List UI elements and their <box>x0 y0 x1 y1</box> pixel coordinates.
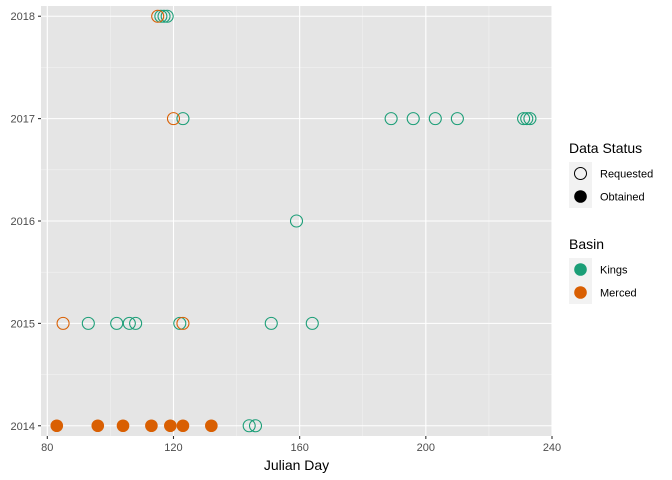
kings-requested-point <box>129 316 143 330</box>
kings-requested-point <box>110 316 124 330</box>
kings-requested-point <box>523 112 537 126</box>
kings-requested-point <box>384 112 398 126</box>
legend-label-merced: Merced <box>600 288 637 300</box>
merced-obtained-point <box>145 419 158 433</box>
kings-requested-point <box>242 419 256 433</box>
y-tick-label: 2015 <box>11 318 35 330</box>
kings-requested-point <box>289 214 304 228</box>
y-tick-label: 2016 <box>11 216 35 228</box>
x-axis-title: Julian Day <box>264 457 329 473</box>
merced-requested-point <box>166 112 181 126</box>
kings-requested-point <box>122 316 136 330</box>
kings-requested-point <box>81 316 95 330</box>
legend-title-data-status: Data Status <box>569 140 642 156</box>
grid-lines <box>41 6 553 436</box>
x-tick-label: 120 <box>164 442 182 454</box>
legend-label-obtained: Obtained <box>600 192 645 204</box>
kings-requested-point <box>520 112 534 126</box>
kings-requested-point <box>248 419 263 433</box>
kings-requested-point <box>517 112 531 126</box>
legend-title-basin: Basin <box>569 236 604 252</box>
merced-requested-point <box>176 316 190 330</box>
y-tick-label: 2018 <box>11 11 35 23</box>
y-axis: 2014 2015 2016 2017 2018 <box>11 11 41 433</box>
merced-requested-point <box>56 316 70 330</box>
merced-obtained-point <box>50 419 64 433</box>
kings-requested-point <box>305 316 319 330</box>
kings-requested-point <box>160 9 174 23</box>
x-tick-label: 200 <box>417 442 435 454</box>
y-tick-label: 2014 <box>11 421 35 433</box>
merced-obtained-point <box>91 419 105 433</box>
legend-basin: Basin Kings Merced <box>569 236 637 304</box>
legend-symbol-requested <box>574 167 587 180</box>
kings-requested-point <box>176 112 190 126</box>
x-axis: 80 120 160 200 240 <box>41 436 561 454</box>
legend-data-status: Data Status Requested Obtained <box>569 140 653 208</box>
merced-obtained-point <box>205 419 218 433</box>
kings-requested-point <box>157 9 171 23</box>
merced-obtained-point <box>176 419 190 433</box>
legend-symbol-merced <box>574 286 587 299</box>
kings-requested-point <box>154 9 168 23</box>
kings-requested-point <box>406 112 420 126</box>
legend-key-requested <box>569 162 592 185</box>
merced-obtained-point <box>116 419 130 433</box>
y-tick-label: 2017 <box>11 114 35 126</box>
kings-requested-point <box>450 112 464 126</box>
x-tick-label: 80 <box>41 442 53 454</box>
merced-requested-point <box>151 9 165 23</box>
x-tick-label: 240 <box>543 442 561 454</box>
legend-symbol-obtained <box>574 190 587 203</box>
legend-label-kings: Kings <box>600 265 628 277</box>
legend-label-requested: Requested <box>600 169 653 181</box>
legend-symbol-kings <box>574 263 587 276</box>
merced-obtained-point <box>164 419 177 433</box>
x-tick-label: 160 <box>290 442 308 454</box>
kings-requested-point <box>428 112 442 126</box>
data-points <box>50 9 537 433</box>
kings-requested-point <box>173 316 187 330</box>
kings-requested-point <box>264 316 278 330</box>
